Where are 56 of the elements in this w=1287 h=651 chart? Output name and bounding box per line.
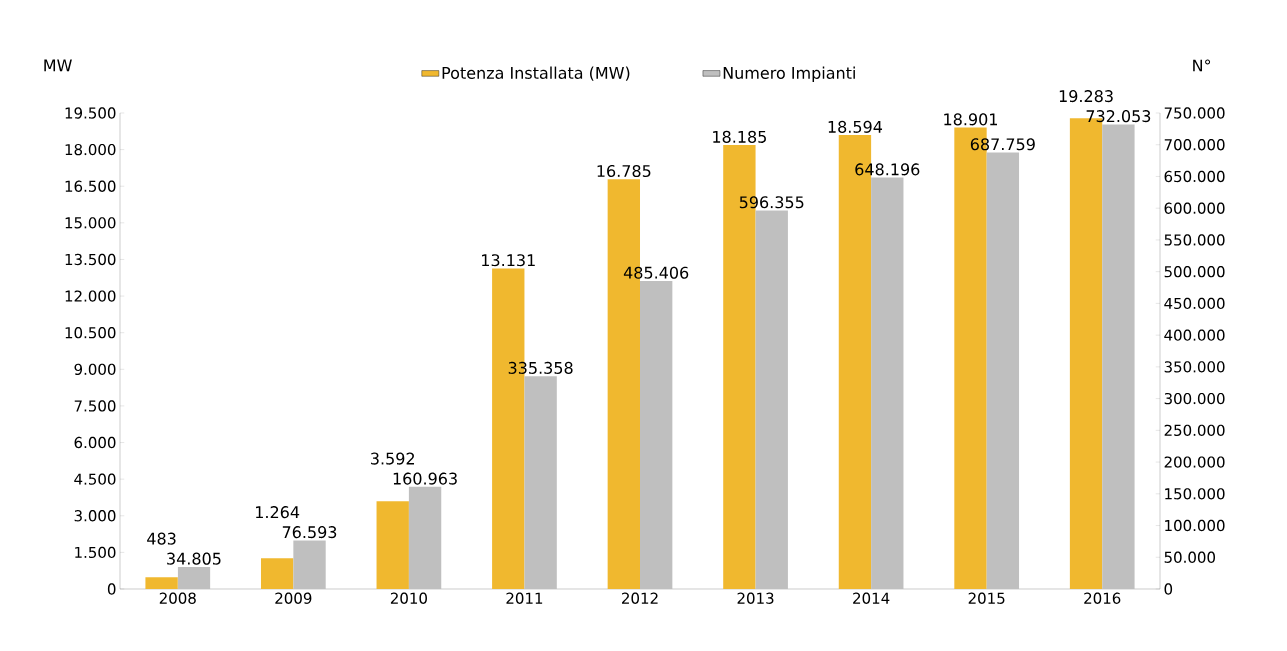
data-label: 483 [147,532,176,545]
y2-tick-label: 500.000 [1164,265,1225,278]
x-tick-label: 2011 [506,592,543,604]
y-tick-label: 6.000 [74,436,116,449]
data-label: 18.901 [944,113,997,126]
x-tick-label: 2015 [968,592,1005,604]
legend-label: Potenza Installata (MW) [442,66,630,81]
x-tick-label: 2016 [1084,592,1121,604]
y2-tick-label: 600.000 [1164,202,1225,214]
y-tick-label: 0 [107,583,116,595]
data-label: 732.053 [1086,110,1151,123]
data-label: 34.805 [167,552,221,565]
data-label: 16.785 [597,164,651,178]
y-tick-label: 12.000 [65,290,116,302]
data-label: 18.594 [828,120,883,133]
y2-tick-label: 150.000 [1165,488,1225,500]
y2-tick-label: 0 [1164,583,1173,595]
y2-axis-title: N° [1193,59,1211,72]
y2-tick-label: 350.000 [1164,361,1225,373]
y2-tick-label: 400.000 [1164,329,1225,341]
x-tick-label: 2013 [737,592,774,604]
y-tick-label: 9.000 [74,363,116,375]
y-tick-label: 10.500 [65,327,116,339]
y2-tick-label: 700.000 [1164,139,1225,151]
y-tick-label: 16.500 [65,180,116,192]
y-axis-title: MW [44,59,72,72]
data-label: 13.131 [482,254,535,267]
y-tick-label: 18.000 [65,143,116,156]
y2-tick-label: 300.000 [1164,392,1225,405]
data-label: 76.593 [282,526,337,539]
y-tick-label: 3.000 [74,510,116,522]
data-label: 18.185 [713,130,766,143]
y-tick-label: 15.000 [65,217,116,229]
y2-tick-label: 100.000 [1165,519,1225,532]
data-label: 160.963 [393,472,457,485]
legend-label: Numero Impianti [723,66,855,83]
y2-tick-label: 550.000 [1164,234,1225,246]
y2-tick-label: 250.000 [1164,424,1225,437]
y2-tick-label: 450.000 [1164,297,1225,310]
y-tick-label: 13.500 [65,253,116,266]
y2-tick-label: 50.000 [1164,551,1216,563]
data-label: 3.592 [371,452,415,465]
data-label: 19.283 [1059,90,1113,103]
y-tick-label: 7.500 [74,400,116,412]
y-tick-label: 4.500 [74,473,116,485]
x-tick-label: 2014 [853,592,890,604]
x-tick-label: 2009 [275,592,312,604]
y2-tick-label: 750.000 [1164,107,1225,119]
y2-tick-label: 200.000 [1164,456,1225,468]
data-label: 1.264 [256,506,300,519]
x-tick-label: 2008 [159,592,196,604]
y-tick-label: 19.500 [65,107,116,119]
y2-tick-label: 650.000 [1164,170,1225,183]
x-tick-label: 2012 [622,592,658,604]
x-tick-label: 2010 [390,592,427,604]
y-tick-label: 1.500 [75,546,116,559]
